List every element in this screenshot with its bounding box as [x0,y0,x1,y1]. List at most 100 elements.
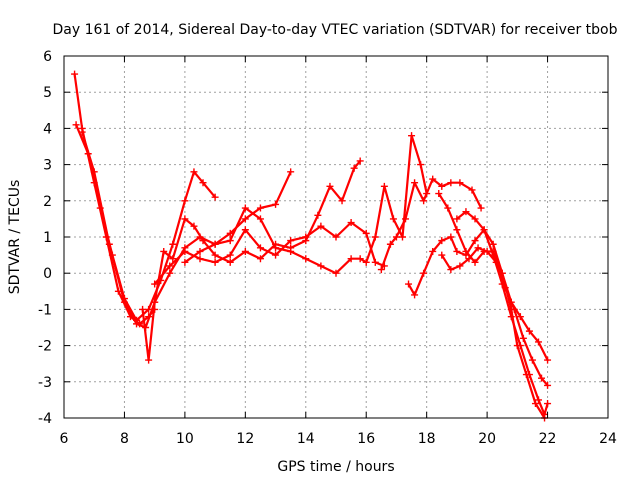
series-arc-11 [435,190,549,422]
data-point [371,258,379,266]
data-point [226,237,234,245]
data-point [522,371,530,379]
series-line [73,72,156,325]
data-point [241,247,249,255]
data-point [534,338,542,346]
data-point [256,204,264,212]
data-point [362,229,370,237]
data-point [241,215,249,223]
x-tick-label: 8 [120,431,129,447]
series-line [437,192,546,420]
data-point [190,222,198,230]
data-point [474,244,482,252]
data-point [438,237,446,245]
data-point [480,226,488,234]
data-point [196,247,204,255]
y-tick-label: 3 [43,158,52,174]
data-point [181,215,189,223]
data-point [507,305,515,313]
data-point [468,186,476,194]
data-point [435,190,443,198]
data-point [332,233,340,241]
data-point [429,247,437,255]
data-point [241,226,249,234]
data-point [438,182,446,190]
series-line [74,123,217,322]
series-arc-10 [453,208,552,418]
data-point [256,255,264,263]
y-tick-label: 6 [43,49,52,65]
series-line [80,130,292,329]
data-point [190,168,198,176]
data-point [489,247,497,255]
data-point [211,193,219,201]
data-point [105,240,113,248]
x-tick-label: 22 [539,431,557,447]
data-point [166,262,174,270]
y-tick-label: 5 [43,85,52,101]
data-point [386,240,394,248]
y-axis-label: SDTVAR / TECUs [7,180,23,295]
data-point [544,356,552,364]
data-point [226,251,234,259]
x-tick-label: 6 [60,431,69,447]
data-point [350,164,358,172]
data-point [544,381,552,389]
data-point [471,237,479,245]
data-point [71,70,79,78]
data-point [392,233,400,241]
data-point [151,298,159,306]
data-point [453,226,461,234]
data-point [314,211,322,219]
data-point [169,255,177,263]
data-point [199,237,207,245]
data-point [120,298,128,306]
data-point [181,247,189,255]
data-point [480,247,488,255]
series-line [141,159,362,362]
data-point [471,258,479,266]
data-point [166,269,174,277]
data-point [525,327,533,335]
data-point [462,208,470,216]
data-point [405,280,413,288]
data-point [356,255,364,263]
data-point [317,222,325,230]
series-arc-3 [78,128,295,331]
data-point [402,215,410,223]
y-tick-label: -1 [38,302,52,318]
series-line [455,210,549,416]
data-point [420,197,428,205]
data-point [411,291,419,299]
series-arc-2 [72,121,219,324]
data-point [544,400,552,408]
data-point [145,356,153,364]
x-tick-label: 18 [418,431,436,447]
data-point [538,374,546,382]
data-point [272,244,280,252]
data-point [408,132,416,140]
data-point [456,262,464,270]
data-point [362,258,370,266]
data-point [181,197,189,205]
series-arc-9 [438,244,552,389]
data-point [447,233,455,241]
data-point [462,247,470,255]
series-line [380,178,483,271]
data-point [347,255,355,263]
data-point [287,168,295,176]
data-point [429,175,437,183]
data-point [447,266,455,274]
data-point [78,128,86,136]
data-point [338,197,346,205]
data-point [531,400,539,408]
data-point [477,204,485,212]
data-point [380,182,388,190]
data-point [447,179,455,187]
data-point [199,179,207,187]
data-point [377,266,385,274]
series-arc-5 [151,219,388,288]
data-point [211,258,219,266]
series-line [153,221,386,286]
